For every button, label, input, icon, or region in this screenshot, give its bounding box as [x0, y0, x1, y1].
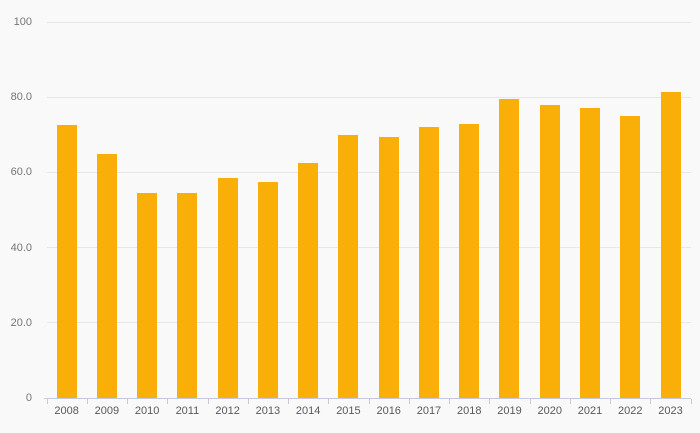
x-axis-tick: [408, 399, 410, 404]
x-axis-label: 2014: [295, 405, 321, 417]
x-axis-label: 2021: [577, 405, 603, 417]
bar-2017[interactable]: [418, 127, 439, 398]
x-axis-tick: [127, 399, 129, 404]
x-axis-tick: [328, 399, 330, 404]
y-axis-tick-label: 60.0: [10, 166, 32, 179]
x-axis-label: 2012: [215, 405, 240, 417]
bar-2008[interactable]: [56, 125, 77, 398]
bar-2012[interactable]: [217, 178, 238, 398]
x-axis-label: 2022: [618, 405, 643, 417]
gridline: [46, 21, 691, 23]
y-axis-tick-label: 20.0: [10, 316, 32, 329]
x-axis-label: 2016: [376, 405, 401, 417]
x-axis-tick: [449, 399, 451, 404]
y-axis-tick-label: 40.0: [10, 241, 32, 254]
x-axis-label: 2020: [537, 405, 562, 417]
x-axis-tick: [650, 399, 652, 404]
y-axis-tick-label: 100: [13, 16, 32, 28]
x-axis-label: 2008: [54, 405, 79, 417]
bar-2016[interactable]: [378, 136, 399, 398]
x-axis-tick: [247, 399, 249, 404]
bar-2015[interactable]: [338, 134, 359, 398]
x-axis-tick: [86, 399, 88, 404]
x-axis-label: 2023: [658, 405, 683, 417]
y-axis-tick-label: 0: [25, 392, 32, 404]
bar-2020[interactable]: [539, 104, 560, 398]
x-axis-tick: [288, 399, 290, 404]
x-axis-label: 2019: [497, 405, 522, 417]
gridline: [46, 171, 691, 173]
y-axis-tick-label: 80.0: [10, 91, 32, 104]
bar-2023[interactable]: [660, 91, 681, 398]
x-axis-tick: [368, 399, 370, 404]
x-axis-label: 2015: [336, 405, 361, 417]
bar-2018[interactable]: [459, 123, 480, 398]
x-axis-tick: [569, 399, 571, 404]
bar-2021[interactable]: [580, 108, 600, 398]
x-axis-label: 2018: [456, 405, 482, 417]
x-axis-label: 2011: [175, 405, 200, 417]
x-axis-label: 2017: [416, 405, 442, 417]
bar-2014[interactable]: [298, 163, 319, 398]
x-axis-tick: [167, 399, 169, 404]
x-axis-label: 2009: [94, 405, 120, 417]
x-axis-line: [43, 398, 691, 399]
x-axis-label: 2010: [134, 405, 160, 417]
x-axis-tick: [529, 399, 531, 404]
bar-2019[interactable]: [499, 99, 520, 398]
x-axis-tick: [489, 399, 491, 404]
x-axis-label: 2013: [255, 405, 281, 417]
bar-2022[interactable]: [620, 116, 641, 398]
x-axis-tick: [207, 399, 209, 404]
gridline: [46, 96, 691, 98]
bar-2011[interactable]: [177, 193, 198, 398]
bar-2010[interactable]: [137, 193, 158, 398]
bar-2009[interactable]: [96, 153, 117, 398]
x-axis-tick: [610, 399, 612, 404]
gridline: [46, 322, 691, 324]
x-axis-tick: [690, 399, 692, 404]
x-axis-tick: [46, 399, 48, 404]
bar-2013[interactable]: [257, 181, 278, 398]
gridline: [46, 247, 691, 249]
